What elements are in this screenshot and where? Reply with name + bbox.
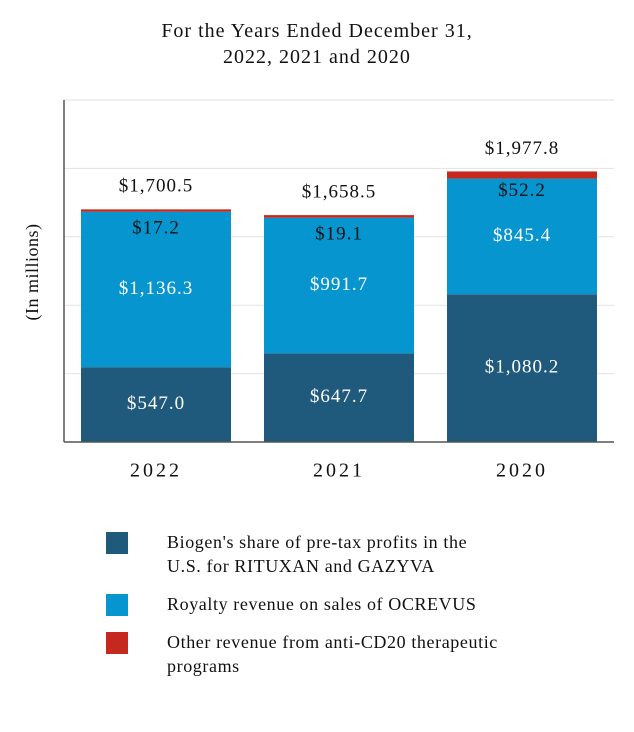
chart-legend: Biogen's share of pre-tax profits in the… [106, 530, 606, 692]
legend-label-line: Biogen's share of pre-tax profits in the [167, 532, 468, 552]
bar-segment [81, 211, 231, 368]
data-label: $52.2 [498, 180, 546, 201]
bar-segment [264, 217, 414, 354]
legend-label-line: U.S. for RITUXAN and GAZYVA [167, 556, 435, 576]
legend-swatch-other-anti-cd20 [106, 632, 128, 654]
bar-segment [264, 353, 414, 442]
x-tick-label: 2020 [496, 460, 548, 482]
chart-title-line-1: For the Years Ended December 31, [161, 20, 473, 42]
data-label: $17.2 [132, 218, 180, 239]
x-tick-label: 2021 [313, 460, 365, 482]
legend-label-line: programs [167, 656, 240, 676]
x-tick-label: 2022 [130, 460, 182, 482]
total-label: $1,977.8 [485, 138, 560, 159]
total-label: $1,658.5 [302, 181, 377, 202]
chart-plot: $547.0 $1,136.3 $17.2 $1,700.5 2022 $647.7 $99… [22, 99, 614, 482]
y-axis-label: (In millions) [22, 224, 43, 321]
data-label: $547.0 [127, 393, 185, 414]
legend-swatch-ocrevus [106, 594, 128, 616]
legend-label-line: Other revenue from anti-CD20 therapeutic [167, 632, 498, 652]
legend-label-line: Royalty revenue on sales of OCREVUS [167, 594, 477, 614]
legend-item-ocrevus: Royalty revenue on sales of OCREVUS [106, 592, 606, 616]
legend-label-rituxan-gazyva: Biogen's share of pre-tax profits in the… [167, 530, 606, 578]
data-label: $1,080.2 [485, 356, 560, 377]
bar-segment [447, 171, 597, 179]
bar-segment [264, 215, 414, 218]
legend-label-ocrevus: Royalty revenue on sales of OCREVUS [167, 592, 606, 616]
legend-item-other-anti-cd20: Other revenue from anti-CD20 therapeutic… [106, 630, 606, 678]
chart-title-line-2: 2022, 2021 and 2020 [223, 46, 411, 68]
bar-segment [447, 294, 597, 442]
bar-segment [81, 367, 231, 442]
legend-item-rituxan-gazyva: Biogen's share of pre-tax profits in the… [106, 530, 606, 578]
total-label: $1,700.5 [119, 176, 194, 197]
legend-label-other-anti-cd20: Other revenue from anti-CD20 therapeutic… [167, 630, 606, 678]
bar-segment [81, 209, 231, 212]
bar-segment [447, 178, 597, 295]
data-label: $991.7 [310, 274, 368, 295]
data-label: $19.1 [315, 223, 363, 244]
data-label: $647.7 [310, 386, 368, 407]
legend-swatch-rituxan-gazyva [106, 532, 128, 554]
chart-title: For the Years Ended December 31, 2022, 2… [0, 18, 634, 70]
data-label: $1,136.3 [119, 278, 194, 299]
data-label: $845.4 [493, 225, 551, 246]
